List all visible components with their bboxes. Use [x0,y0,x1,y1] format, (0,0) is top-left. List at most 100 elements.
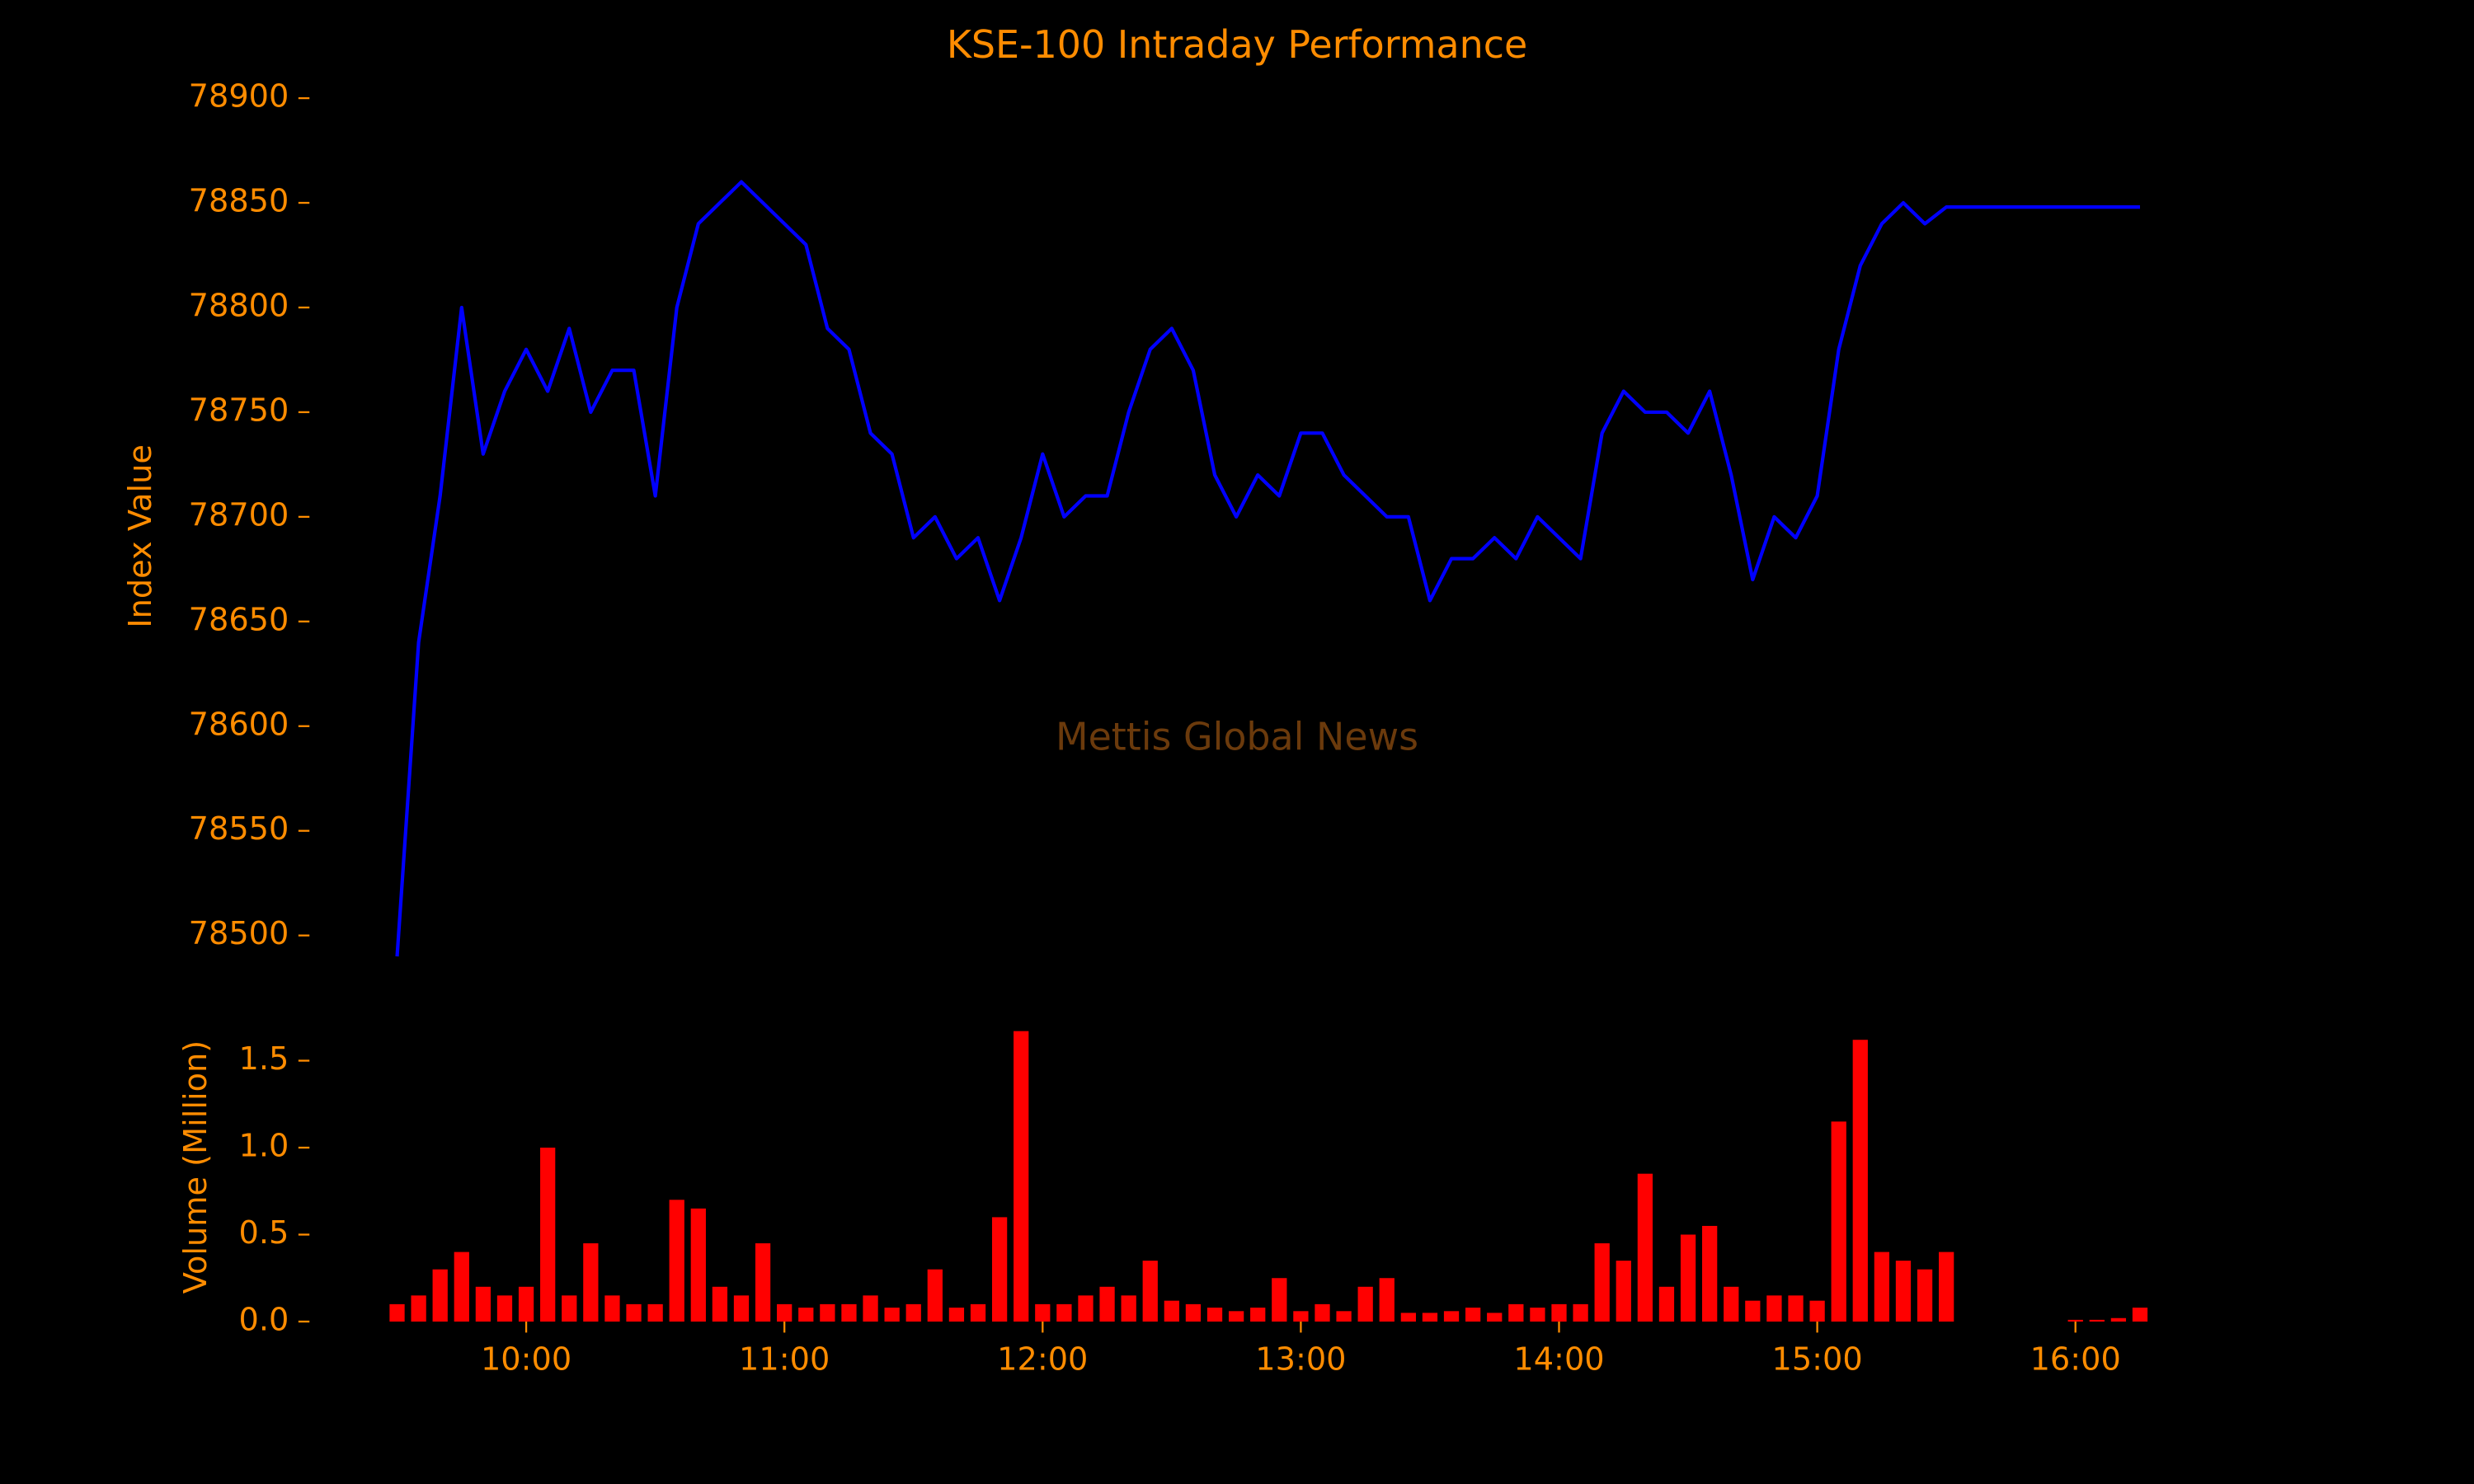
volume-bar [411,1295,426,1322]
x-tick-label: 10:00 [481,1341,571,1378]
chart-title: KSE-100 Intraday Performance [947,22,1527,67]
volume-bar [884,1308,900,1322]
volume-bar [2089,1319,2105,1322]
y-tick-label: 78500 [189,915,289,952]
volume-bar [1121,1295,1136,1322]
volume-bar [1228,1311,1244,1322]
volume-bar [863,1295,878,1322]
volume-bar [1206,1308,1223,1322]
volume-bar [1831,1121,1846,1322]
volume-bar [1702,1225,1718,1322]
y-tick-label: 78900 [189,78,289,115]
volume-bar [1293,1311,1309,1322]
x-tick-label: 11:00 [739,1341,830,1378]
volume-bar [1895,1261,1912,1322]
y-tick-label: 0.5 [239,1214,289,1252]
volume-bar [1250,1308,1266,1322]
x-tick-label: 14:00 [1513,1341,1604,1378]
x-tick-label: 13:00 [1255,1341,1346,1378]
volume-bar [2110,1317,2127,1322]
volume-bar [1658,1286,1675,1322]
volume-bar [1852,1040,1868,1322]
volume-bar [820,1303,835,1322]
volume-bar [1487,1313,1503,1322]
volume-bar [2067,1319,2083,1322]
x-tick-label: 12:00 [997,1341,1088,1378]
volume-bar [991,1217,1008,1322]
volume-bar [948,1308,965,1322]
volume-bar [647,1303,663,1322]
volume-bar [798,1308,814,1322]
volume-bar [432,1269,448,1322]
volume-bar [733,1295,750,1322]
y-tick-label: 78650 [189,601,289,638]
y-tick-label: 78800 [189,287,289,324]
volume-bar [1809,1300,1825,1322]
volume-bar [1616,1261,1631,1322]
volume-bar [1573,1303,1588,1322]
y-tick-label: 0.0 [239,1301,289,1338]
volume-bar [1745,1300,1761,1322]
volume-bar [1164,1300,1179,1322]
y-tick-label: 78550 [189,810,289,848]
volume-bar [1379,1278,1395,1322]
volume-bar [1443,1311,1460,1322]
volume-bar [583,1243,599,1322]
volume-bar [2132,1308,2148,1322]
volume-bar [1272,1278,1287,1322]
volume-bar [1551,1303,1567,1322]
volume-bar [755,1243,771,1322]
volume-bar [496,1295,513,1322]
volume-bar [1357,1286,1373,1322]
volume-bar [1142,1261,1158,1322]
volume-bar [712,1286,728,1322]
volume-bar [389,1303,405,1322]
volume-bar [518,1286,534,1322]
index-line [395,180,2140,957]
volume-bar [1508,1303,1524,1322]
y-tick-label: 1.5 [239,1040,289,1078]
volume-bar [1680,1234,1696,1322]
volume-bar [970,1303,986,1322]
volume-bar [1594,1243,1610,1322]
volume-bar [1035,1303,1051,1322]
volume-bar [1014,1031,1029,1322]
x-tick-label: 16:00 [2030,1341,2121,1378]
volume-bar [1056,1303,1072,1322]
volume-bar [1724,1286,1739,1322]
volume-bar [690,1208,706,1322]
volume-bar [841,1303,857,1322]
volume-bar [1939,1252,1954,1322]
volume-bar [475,1286,492,1322]
volume-bar [1336,1311,1352,1322]
y-tick-label: 1.0 [239,1128,289,1165]
volume-bar [905,1303,921,1322]
watermark: Mettis Global News [1056,715,1418,759]
volume-bar [777,1303,793,1322]
volume-bar [1078,1295,1094,1322]
volume-bar [1185,1303,1202,1322]
y-tick-label: 78600 [189,706,289,743]
volume-bar [669,1200,684,1322]
y-tick-label: 78850 [189,183,289,220]
x-tick-label: 15:00 [1771,1341,1862,1378]
y-tick-label: 78700 [189,496,289,533]
volume-bar [927,1269,943,1322]
volume-bar [1917,1269,1933,1322]
volume-bar [1465,1308,1481,1322]
y-tick-label: 78750 [189,392,289,429]
volume-bar [1315,1303,1330,1322]
y-axis-label: Index Value [122,444,159,628]
volume-bar [562,1295,577,1322]
volume-bar [1400,1313,1416,1322]
volume-bar [1099,1286,1115,1322]
volume-bar [1637,1173,1653,1322]
volume-bar [1766,1295,1782,1322]
volume-bar [454,1252,469,1322]
volume-bar [1530,1308,1545,1322]
y-axis-label: Volume (Million) [177,1040,214,1294]
volume-bar [1874,1252,1890,1322]
volume-bar [626,1303,642,1322]
volume-bar [604,1295,620,1322]
